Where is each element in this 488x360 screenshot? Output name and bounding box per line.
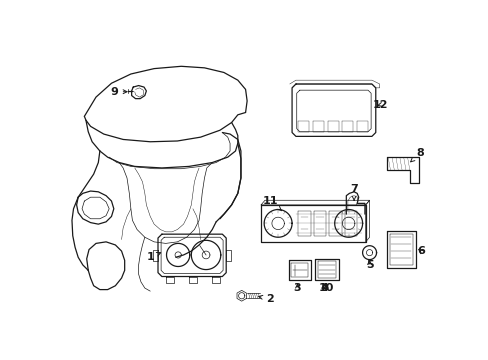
Text: 7: 7 bbox=[349, 184, 357, 200]
Text: 4: 4 bbox=[320, 283, 328, 293]
Text: 5: 5 bbox=[365, 260, 373, 270]
Text: 10: 10 bbox=[318, 283, 333, 293]
Text: 8: 8 bbox=[410, 148, 423, 162]
Text: 6: 6 bbox=[416, 246, 424, 256]
Text: 1: 1 bbox=[146, 252, 161, 262]
Text: 2: 2 bbox=[258, 294, 274, 304]
Text: 3: 3 bbox=[293, 283, 301, 293]
Text: 11: 11 bbox=[262, 196, 281, 211]
Text: 9: 9 bbox=[110, 87, 127, 97]
Text: 12: 12 bbox=[372, 100, 387, 110]
